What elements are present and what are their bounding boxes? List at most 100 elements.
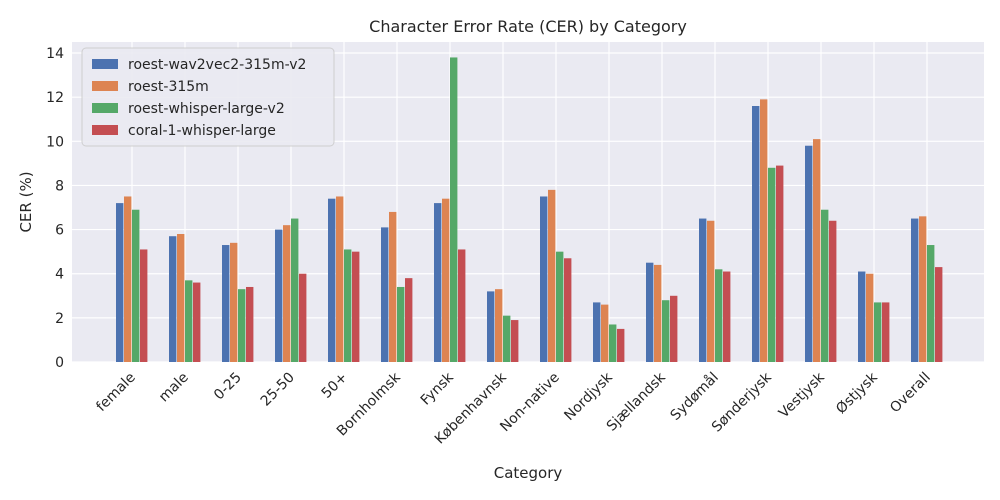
bar-coral-1-whisper-large-Sønderjysk xyxy=(776,165,784,362)
legend-label: coral-1-whisper-large xyxy=(128,123,276,139)
bar-coral-1-whisper-large-Vestjysk xyxy=(829,220,837,362)
bar-roest-wav2vec2-315m-v2-Sønderjysk xyxy=(752,106,760,362)
y-axis-ticks: 0 2 4 6 8 10 12 14 xyxy=(46,46,64,371)
y-tick-label: 8 xyxy=(55,178,64,194)
x-tick-label: Vestjysk xyxy=(776,369,829,422)
bar-coral-1-whisper-large-Bornholmsk xyxy=(405,278,413,362)
bar-coral-1-whisper-large-Københavnsk xyxy=(511,320,519,362)
y-axis-label: CER (%) xyxy=(17,171,35,232)
x-tick-label: female xyxy=(93,370,138,415)
bar-roest-wav2vec2-315m-v2-Sjællandsk xyxy=(646,262,654,362)
bar-roest-315m-Sydømål xyxy=(707,220,715,362)
bar-roest-wav2vec2-315m-v2-Bornholmsk xyxy=(381,227,389,362)
bar-roest-315m-Sønderjysk xyxy=(760,99,768,362)
bar-roest-315m-0-25 xyxy=(230,242,238,362)
bar-roest-315m-Overall xyxy=(919,216,927,362)
legend-label: roest-315m xyxy=(128,79,209,95)
y-tick-label: 14 xyxy=(46,46,64,62)
y-tick-label: 10 xyxy=(46,134,64,150)
bar-roest-wav2vec2-315m-v2-Sydømål xyxy=(699,218,707,362)
x-tick-label: Overall xyxy=(887,370,934,417)
bar-roest-wav2vec2-315m-v2-Overall xyxy=(911,218,919,362)
bar-roest-whisper-large-v2-25-50 xyxy=(291,218,299,362)
bar-roest-whisper-large-v2-50+ xyxy=(344,249,352,362)
bar-roest-whisper-large-v2-Non-native xyxy=(556,251,564,362)
chart-title: Character Error Rate (CER) by Category xyxy=(369,17,687,36)
bar-coral-1-whisper-large-Overall xyxy=(935,267,943,362)
bar-coral-1-whisper-large-Sydømål xyxy=(723,271,731,362)
legend-swatch xyxy=(92,103,118,113)
legend-label: roest-wav2vec2-315m-v2 xyxy=(128,57,306,73)
bar-roest-315m-Københavnsk xyxy=(495,289,503,362)
bar-roest-wav2vec2-315m-v2-Københavnsk xyxy=(487,291,495,362)
bar-coral-1-whisper-large-0-25 xyxy=(246,286,254,362)
x-tick-label: Østjysk xyxy=(833,369,881,417)
legend: roest-wav2vec2-315m-v2 roest-315m roest-wh… xyxy=(81,47,335,147)
bar-roest-wav2vec2-315m-v2-male xyxy=(169,236,177,362)
bar-roest-whisper-large-v2-Fynsk xyxy=(450,57,458,362)
bar-roest-315m-male xyxy=(177,234,185,362)
bar-coral-1-whisper-large-male xyxy=(193,282,201,362)
x-tick-label: 0-25 xyxy=(211,370,245,404)
bar-coral-1-whisper-large-Non-native xyxy=(564,258,572,362)
bar-roest-whisper-large-v2-Københavnsk xyxy=(503,315,511,362)
bar-roest-whisper-large-v2-female xyxy=(132,209,140,362)
bar-roest-whisper-large-v2-male xyxy=(185,280,193,362)
bar-roest-315m-Østjysk xyxy=(866,273,874,362)
x-tick-label: Fynsk xyxy=(418,369,458,409)
bar-roest-whisper-large-v2-Sjællandsk xyxy=(662,300,670,362)
x-tick-label: 25-50 xyxy=(258,370,298,410)
bar-roest-whisper-large-v2-Sønderjysk xyxy=(768,167,776,362)
bar-roest-wav2vec2-315m-v2-Østjysk xyxy=(858,271,866,362)
x-tick-label: 50+ xyxy=(319,370,351,402)
bar-roest-whisper-large-v2-Østjysk xyxy=(874,302,882,362)
bar-coral-1-whisper-large-25-50 xyxy=(299,273,307,362)
y-tick-label: 0 xyxy=(55,355,64,371)
y-tick-label: 4 xyxy=(55,267,64,283)
legend-box xyxy=(81,47,335,147)
bar-roest-whisper-large-v2-0-25 xyxy=(238,289,246,362)
x-tick-label: male xyxy=(156,370,192,406)
bar-coral-1-whisper-large-Fynsk xyxy=(458,249,466,362)
bars xyxy=(116,57,943,362)
bar-roest-whisper-large-v2-Vestjysk xyxy=(821,209,829,362)
x-axis-ticks: female male 0-25 25-50 50+Bornholmsk FynskKøb… xyxy=(93,369,933,448)
bar-roest-wav2vec2-315m-v2-Nordjysk xyxy=(593,302,601,362)
bar-roest-315m-female xyxy=(124,196,132,362)
bar-roest-wav2vec2-315m-v2-Fynsk xyxy=(434,203,442,362)
legend-swatch xyxy=(92,59,118,69)
x-axis-label: Category xyxy=(494,464,563,482)
bar-roest-whisper-large-v2-Bornholmsk xyxy=(397,286,405,362)
bar-coral-1-whisper-large-female xyxy=(140,249,148,362)
legend-swatch xyxy=(92,125,118,135)
bar-roest-whisper-large-v2-Nordjysk xyxy=(609,324,617,362)
bar-roest-315m-Nordjysk xyxy=(601,304,609,362)
bar-roest-315m-Non-native xyxy=(548,189,556,362)
bar-roest-wav2vec2-315m-v2-female xyxy=(116,203,124,362)
bar-roest-315m-Sjællandsk xyxy=(654,264,662,362)
bar-coral-1-whisper-large-Østjysk xyxy=(882,302,890,362)
bar-roest-wav2vec2-315m-v2-0-25 xyxy=(222,245,230,362)
bar-roest-wav2vec2-315m-v2-Non-native xyxy=(540,196,548,362)
bar-roest-wav2vec2-315m-v2-50+ xyxy=(328,198,336,362)
bar-roest-315m-25-50 xyxy=(283,225,291,362)
y-tick-label: 6 xyxy=(55,223,64,239)
bar-roest-315m-50+ xyxy=(336,196,344,362)
legend-swatch xyxy=(92,81,118,91)
bar-roest-whisper-large-v2-Sydømål xyxy=(715,269,723,362)
y-tick-label: 2 xyxy=(55,311,64,327)
bar-roest-315m-Fynsk xyxy=(442,198,450,362)
legend-label: roest-whisper-large-v2 xyxy=(128,101,285,117)
y-tick-label: 12 xyxy=(46,90,64,106)
bar-roest-wav2vec2-315m-v2-25-50 xyxy=(275,229,283,362)
bar-coral-1-whisper-large-50+ xyxy=(352,251,360,362)
bar-roest-whisper-large-v2-Overall xyxy=(927,245,935,362)
x-tick-label: Nordjysk xyxy=(561,369,616,424)
bar-roest-wav2vec2-315m-v2-Vestjysk xyxy=(805,145,813,362)
x-tick-label: Sydømål xyxy=(667,369,722,424)
bar-roest-315m-Vestjysk xyxy=(813,139,821,362)
bar-coral-1-whisper-large-Nordjysk xyxy=(617,328,625,362)
bar-roest-315m-Bornholmsk xyxy=(389,211,397,362)
